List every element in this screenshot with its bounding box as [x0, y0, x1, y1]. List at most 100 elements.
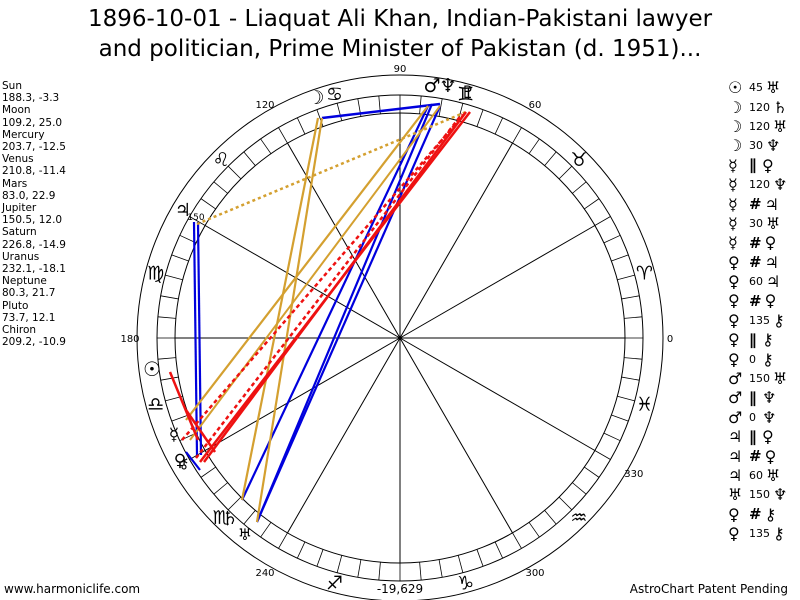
aspect-row: ☽ 120 ♄ [728, 97, 800, 117]
zodiac-sign-glyph: ♎ [147, 393, 164, 415]
degree-label: 330 [624, 469, 643, 480]
planet-values: 188.3, -3.3 [2, 92, 60, 105]
aspect-planet-b: ♀ [762, 155, 774, 175]
aspect-type: 0 [749, 410, 756, 424]
aspect-planet-a: ☿ [728, 175, 738, 195]
planet-entry: Saturn 226.8, -14.9 [2, 226, 66, 250]
degree-label: 120 [255, 100, 274, 111]
aspect-planet-a: ♃ [728, 466, 743, 485]
planet-positions-list: Sun 188.3, -3.3 Moon 109.2, 25.0 Mercury 203.… [2, 80, 66, 348]
wheel-tick [419, 95, 422, 114]
aspect-planet-a: ♀ [728, 310, 740, 330]
wheel-tick [165, 274, 183, 281]
planet-entry: Pluto 73.7, 12.1 [2, 300, 66, 324]
degree-label: 90 [394, 64, 407, 75]
aspect-planet-b: ♀ [762, 427, 774, 447]
aspect-planet-a: ☿ [728, 233, 738, 253]
wheel-tick [438, 98, 443, 117]
aspect-row: ☿ # ♃ [728, 194, 800, 214]
planet-entry: Neptune 80.3, 21.7 [2, 275, 66, 299]
zodiac-sign-glyphs: ♈ ♉ ♊ ♋ ♌ ♍ ♎ ♏ ♐ ♑ ♒ ♓ [147, 84, 653, 595]
aspect-planet-b: ♆ [766, 136, 781, 156]
aspect-row: ♂ 0 ♆ [728, 408, 800, 427]
wheel-tick [476, 549, 484, 567]
wheel-tick [611, 414, 629, 422]
aspect-planet-b: ♃ [764, 194, 779, 214]
planet-values: 232.1, -18.1 [2, 263, 66, 276]
aspect-type: ∥ [749, 427, 757, 446]
aspect-type: 0 [749, 352, 756, 366]
aspect-row: ♃ 60 ♅ [728, 466, 800, 485]
aspect-planet-a: ♀ [728, 272, 740, 292]
wheel-tick [157, 316, 176, 319]
wheel-tick [278, 127, 288, 144]
wheel-tick [558, 496, 573, 511]
planet-entry: Sun 188.3, -3.3 [2, 80, 66, 104]
wheel-tick [494, 541, 504, 559]
planet-entry: Moon 109.2, 25.0 [2, 104, 66, 128]
mercury-glyph: ☿ [169, 425, 179, 445]
aspect-row: ♀ 135 ⚷ [728, 311, 800, 330]
wheel-tick [603, 234, 621, 244]
aspect-planet-b: ♀ [764, 291, 777, 311]
wheel-tick [227, 496, 242, 511]
degree-label: 180 [120, 334, 139, 345]
aspect-type: # [749, 233, 762, 252]
wheel-tick [213, 181, 228, 194]
aspect-planet-b: ♆ [773, 485, 788, 505]
aspect-planet-a: ♀ [728, 524, 740, 544]
aspect-line [168, 371, 200, 441]
footer-patent: AstroChart Patent Pending [629, 582, 788, 596]
wheel-tick [189, 216, 206, 226]
aspect-planet-b: ♅ [766, 78, 781, 98]
aspect-line [255, 103, 434, 523]
chart-title-line2: and politician, Prime Minister of Pakist… [98, 36, 702, 62]
wheel-tick [594, 450, 611, 460]
wheel-tick [594, 216, 611, 226]
aspect-planet-b: ♅ [766, 466, 781, 485]
wheel-spoke [287, 142, 401, 339]
aspect-line [184, 409, 217, 453]
aspect-planet-a: ♀ [728, 330, 740, 350]
wheel-spoke [399, 337, 513, 534]
planet-name: Sun [2, 80, 22, 92]
wheel-tick [336, 103, 343, 121]
wheel-tick [171, 254, 189, 262]
zodiac-sign-glyph: ♓ [636, 393, 653, 415]
planet-entry: Mercury 203.7, -12.5 [2, 129, 66, 153]
aspect-line [255, 117, 324, 523]
chart-title-line1: 1896-10-01 - Liaquat Ali Khan, Indian-Pa… [87, 6, 713, 32]
aspect-type: # [749, 447, 762, 466]
aspect-type: # [749, 291, 762, 310]
aspect-row: ♀ # ♃ [728, 253, 800, 272]
wheel-spoke [399, 225, 596, 339]
planet-glyphs: ☽ ♂♆ ♇ ♃ ☉ ☿ ♀⚷ ♄♅ 150 [143, 75, 476, 544]
aspect-planet-a: ♀ [728, 291, 740, 311]
zodiac-sign-glyph: ♐ [326, 572, 343, 594]
aspect-row: ♅ 150 ♆ [728, 485, 800, 504]
aspect-type: 135 [749, 527, 770, 541]
aspect-planet-b: ♀ [764, 233, 777, 253]
wheel-tick [296, 117, 306, 135]
aspect-planet-b: ♅ [773, 369, 788, 389]
sun-glyph: ☉ [143, 357, 161, 381]
wheel-spoke [287, 337, 401, 534]
wheel-ring [136, 74, 664, 600]
planet-name: Neptune [2, 275, 47, 288]
wheel-tick [243, 151, 256, 166]
uranus-glyph: ♅ [238, 525, 252, 544]
moon-glyph: ☽ [307, 87, 324, 109]
zodiac-sign-glyph: ♊ [457, 84, 474, 106]
aspect-line [185, 451, 201, 471]
planet-values: 83.0, 22.9 [2, 189, 56, 202]
aspect-row: ☿ # ♀ [728, 233, 800, 252]
wheel-tick [512, 532, 522, 549]
aspect-planet-b: ♅ [773, 116, 788, 136]
aspect-type: # [749, 505, 762, 524]
wheel-tick [336, 555, 343, 573]
aspect-row: ♀ # ⚷ [728, 505, 800, 524]
wheel-tick [558, 165, 573, 180]
aspect-planet-a: ☽ [728, 116, 743, 136]
aspect-row: ♀ 60 ♃ [728, 272, 800, 291]
